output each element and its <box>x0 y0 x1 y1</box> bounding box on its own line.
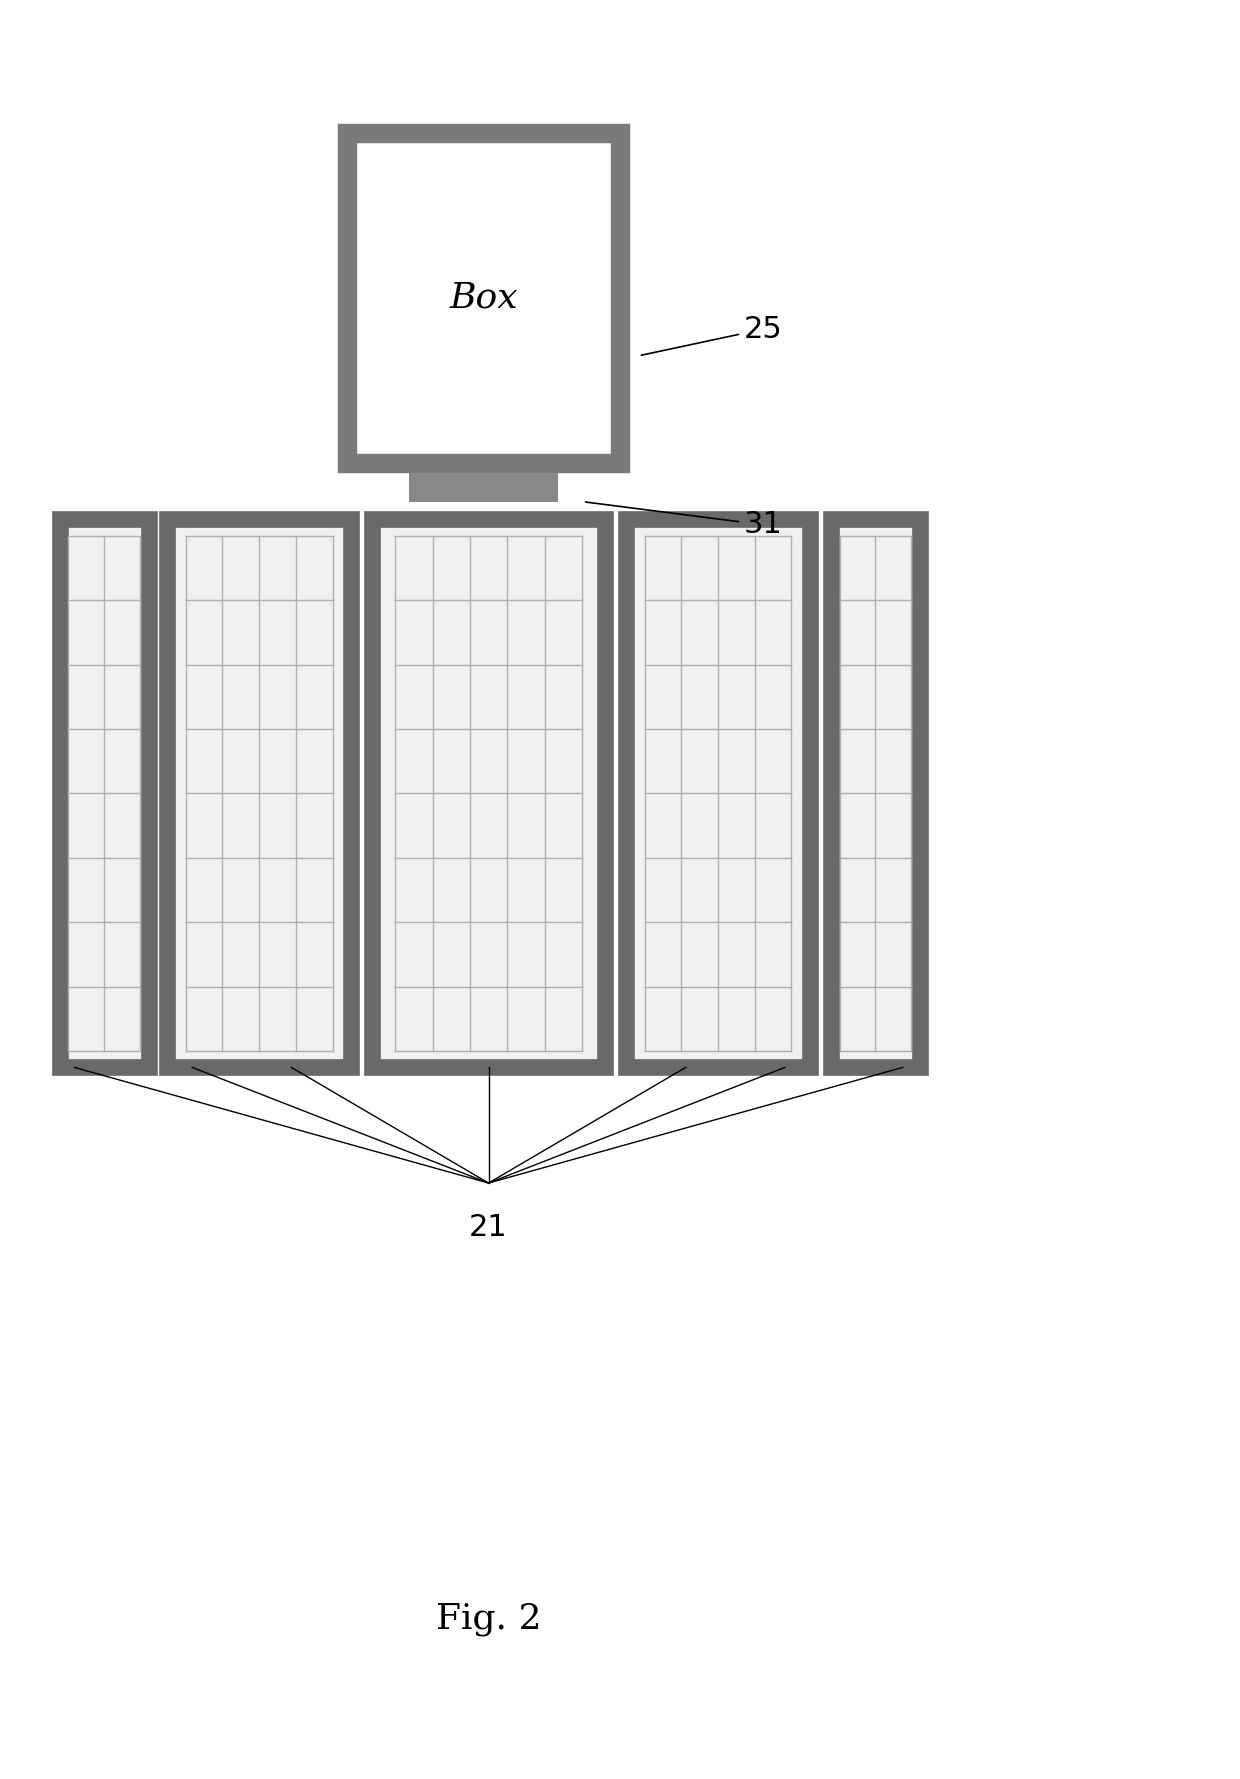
Bar <box>409 473 558 502</box>
Text: Fig. 2: Fig. 2 <box>435 1601 542 1637</box>
Text: 25: 25 <box>641 315 782 356</box>
Text: 31: 31 <box>585 502 782 539</box>
Text: Box: Box <box>449 281 518 315</box>
Bar <box>167 519 351 1067</box>
Bar <box>60 519 149 1067</box>
Bar <box>626 519 810 1067</box>
Text: 21: 21 <box>469 1213 508 1242</box>
Bar <box>347 133 620 463</box>
Bar <box>372 519 605 1067</box>
Bar <box>831 519 920 1067</box>
